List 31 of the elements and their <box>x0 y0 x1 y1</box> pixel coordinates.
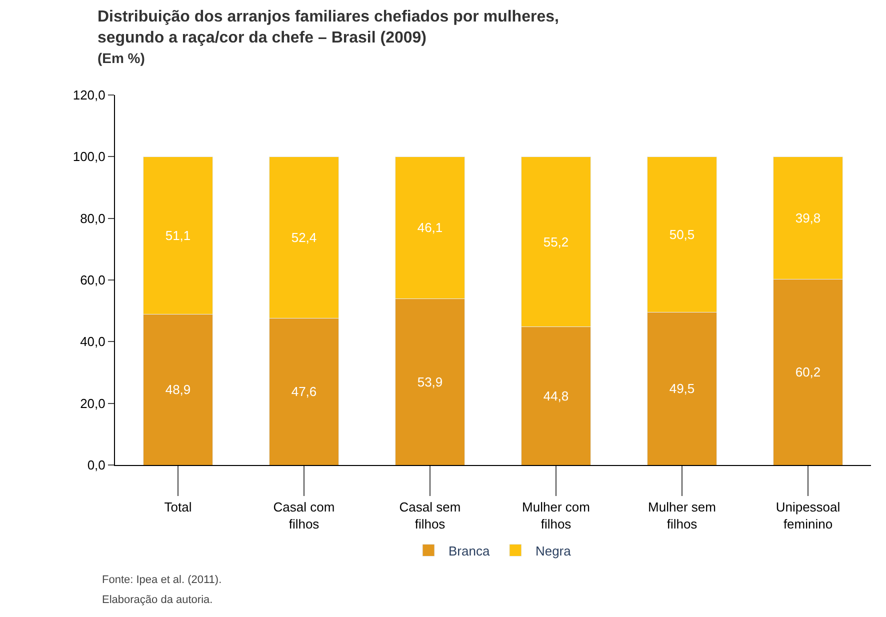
data-label: 44,8 <box>543 388 569 404</box>
data-label: 53,9 <box>417 374 443 390</box>
y-tick-label: 100,0 <box>72 149 106 164</box>
data-label: 50,5 <box>669 227 695 242</box>
data-label: 52,4 <box>291 230 317 245</box>
x-tick-label: Casal sem filhos <box>399 500 461 532</box>
x-tick-label: Total <box>164 500 192 515</box>
data-label: 39,8 <box>795 210 821 226</box>
chart-title: Distribuição dos arranjos familiares chefiados por mulheres, segundo a raça/cor da chefe – Brasil (2009) <box>97 8 559 46</box>
y-tick-label: 20,0 <box>80 396 106 411</box>
y-tick-label: 40,0 <box>80 334 106 350</box>
legend-label: Branca <box>448 543 490 558</box>
y-tick-label: 80,0 <box>80 210 106 226</box>
legend-label: Negra <box>535 543 572 558</box>
x-tick-label: Mulher sem filhos <box>648 500 716 532</box>
data-label: 51,1 <box>165 228 191 243</box>
chart-subtitle: (Em %) <box>97 50 145 66</box>
data-label: 48,9 <box>165 382 191 398</box>
data-label: 55,2 <box>543 234 569 250</box>
text: Elaboração da autoria. <box>102 594 213 606</box>
data-label: 46,1 <box>417 220 443 236</box>
data-label: 60,2 <box>795 364 821 380</box>
data-label: 47,6 <box>291 384 317 400</box>
source-note: Fonte: Ipea et al. (2011). <box>102 574 222 586</box>
y-tick-label: 120,0 <box>72 88 106 103</box>
x-tick-label: Unipessoal feminino <box>776 500 840 532</box>
y-tick-label: 0,0 <box>87 458 106 473</box>
x-tick-label: Casal com filhos <box>273 500 335 532</box>
y-tick-label: 60,0 <box>80 272 106 288</box>
x-tick-label: Mulher com filhos <box>522 500 590 532</box>
data-label: 49,5 <box>669 381 695 396</box>
